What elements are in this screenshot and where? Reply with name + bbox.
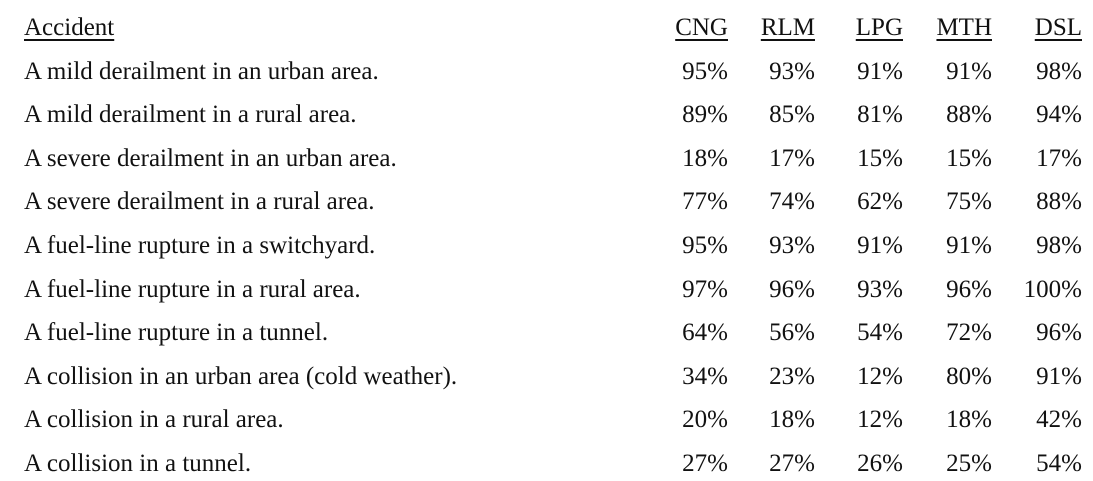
percentage-cell: 93%: [769, 57, 815, 85]
column-header: DSL: [1034, 14, 1082, 41]
percentage-cell: 15%: [946, 144, 992, 172]
percentage-cell: 27%: [769, 450, 815, 477]
percentage-cell: 17%: [769, 144, 815, 172]
percentage-cell: 26%: [857, 450, 903, 477]
percentage-cell: 91%: [946, 57, 992, 85]
percentage-cell: 91%: [857, 232, 903, 259]
percentage-cell: 96%: [1036, 319, 1082, 347]
percentage-cell: 12%: [857, 406, 903, 434]
percentage-cell: 72%: [946, 319, 992, 347]
percentage-cell: 97%: [682, 275, 728, 303]
percentage-cell: 34%: [682, 362, 728, 390]
accident-label: A mild derailment in an urban area.: [24, 57, 379, 85]
accident-label: A mild derailment in a rural area.: [24, 101, 357, 129]
percentage-cell: 91%: [1036, 362, 1082, 390]
percentage-cell: 95%: [682, 57, 728, 85]
accident-label: A fuel-line rupture in a tunnel.: [24, 319, 329, 347]
percentage-cell: 98%: [1036, 232, 1082, 259]
column-header: RLM: [760, 14, 815, 41]
percentage-cell: 62%: [857, 188, 903, 216]
percentage-cell: 85%: [769, 101, 815, 129]
percentage-cell: 96%: [946, 275, 992, 303]
percentage-cell: 15%: [857, 144, 903, 172]
percentage-cell: 80%: [946, 362, 992, 390]
percentage-cell: 94%: [1036, 101, 1082, 129]
column-header: CNG: [675, 14, 728, 41]
percentage-cell: 56%: [769, 319, 815, 347]
percentage-cell: 93%: [769, 232, 815, 259]
accident-label: A collision in a rural area.: [24, 406, 284, 434]
column-header: Accident: [24, 14, 115, 41]
accident-label: A fuel-line rupture in a rural area.: [24, 275, 361, 303]
percentage-cell: 98%: [1036, 57, 1082, 85]
column-header: MTH: [936, 14, 992, 41]
percentage-cell: 23%: [769, 362, 815, 390]
accident-label: A severe derailment in a rural area.: [24, 188, 375, 216]
percentage-cell: 74%: [769, 188, 815, 216]
percentage-cell: 42%: [1036, 406, 1082, 434]
accident-label: A collision in an urban area (cold weath…: [24, 362, 458, 390]
percentage-cell: 89%: [682, 101, 728, 129]
percentage-cell: 17%: [1036, 144, 1082, 172]
percentage-cell: 81%: [857, 101, 903, 129]
accident-label: A collision in a tunnel.: [24, 450, 252, 477]
percentage-cell: 95%: [682, 232, 728, 259]
percentage-cell: 91%: [857, 57, 903, 85]
percentage-cell: 18%: [769, 406, 815, 434]
percentage-cell: 75%: [946, 188, 992, 216]
percentage-cell: 54%: [857, 319, 903, 347]
accident-label: A fuel-line rupture in a switchyard.: [24, 232, 376, 259]
percentage-cell: 54%: [1036, 450, 1082, 477]
accident-label: A severe derailment in an urban area.: [24, 144, 397, 172]
column-header: LPG: [855, 14, 903, 41]
percentage-cell: 96%: [769, 275, 815, 303]
percentage-cell: 18%: [946, 406, 992, 434]
percentage-cell: 77%: [682, 188, 728, 216]
percentage-cell: 12%: [857, 362, 903, 390]
percentage-cell: 100%: [1023, 275, 1082, 303]
percentage-cell: 88%: [1036, 188, 1082, 216]
percentage-cell: 88%: [946, 101, 992, 129]
percentage-cell: 64%: [682, 319, 728, 347]
percentage-cell: 18%: [682, 144, 728, 172]
percentage-cell: 27%: [682, 450, 728, 477]
percentage-cell: 20%: [682, 406, 728, 434]
percentage-cell: 91%: [946, 232, 992, 259]
percentage-cell: 93%: [857, 275, 903, 303]
percentage-cell: 25%: [946, 450, 992, 477]
